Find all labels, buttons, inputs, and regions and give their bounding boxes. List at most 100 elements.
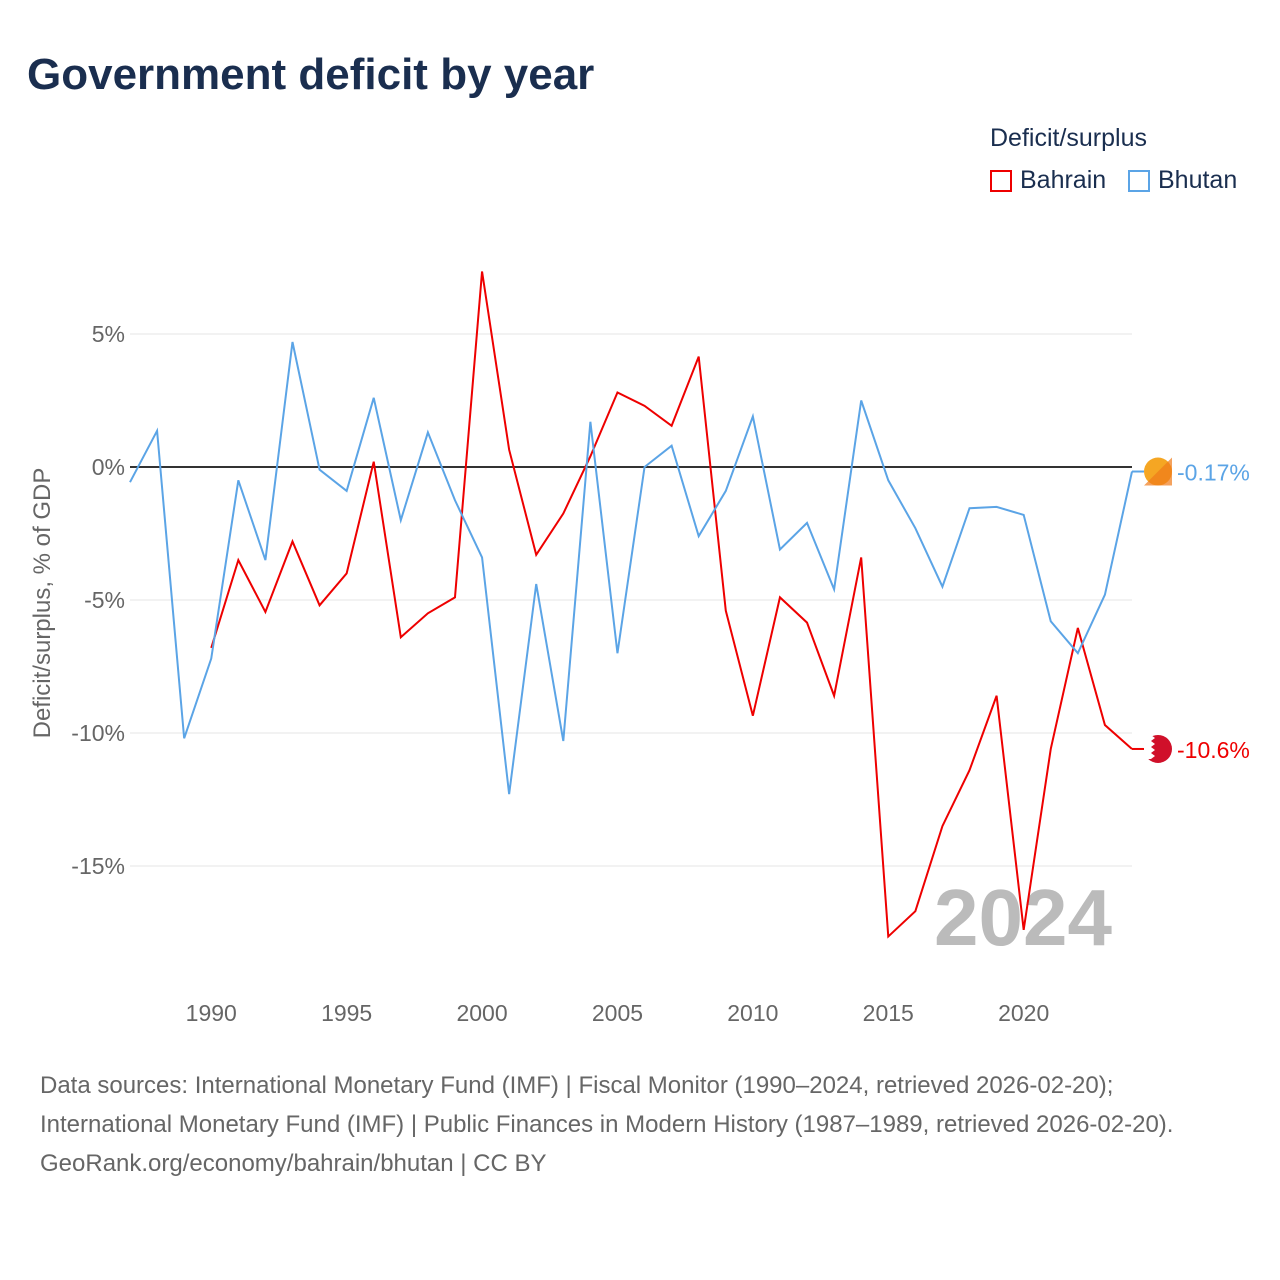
data-point[interactable] xyxy=(804,620,810,626)
y-tick-label: 0% xyxy=(92,454,125,480)
data-point[interactable] xyxy=(885,933,891,939)
data-point[interactable] xyxy=(289,339,295,345)
y-axis-label: Deficit/surplus, % of GDP xyxy=(29,468,56,739)
data-point[interactable] xyxy=(750,413,756,419)
data-point[interactable] xyxy=(1048,746,1054,752)
data-point[interactable] xyxy=(967,767,973,773)
chart-area: 5% 0% -5% -10% -15% 1990 1995 2000 2005 2010 2015 2… xyxy=(29,268,1250,1026)
series-line-bhutan[interactable] xyxy=(129,341,1133,795)
data-point[interactable] xyxy=(587,419,593,425)
flag-stripe xyxy=(1144,734,1155,759)
data-point[interactable] xyxy=(452,497,458,503)
chart-title: Government deficit by year xyxy=(27,50,595,99)
data-point[interactable] xyxy=(506,791,512,797)
data-point[interactable] xyxy=(777,594,783,600)
data-point[interactable] xyxy=(1102,592,1108,598)
data-point[interactable] xyxy=(208,656,214,662)
data-point[interactable] xyxy=(750,713,756,719)
data-point[interactable] xyxy=(696,533,702,539)
data-point[interactable] xyxy=(994,504,1000,510)
y-tick-label: -5% xyxy=(84,587,125,613)
series-line-bahrain[interactable] xyxy=(210,271,1133,939)
data-point[interactable] xyxy=(506,447,512,453)
data-point[interactable] xyxy=(831,586,837,592)
data-point[interactable] xyxy=(858,554,864,560)
legend-label: Bhutan xyxy=(1158,166,1238,194)
data-point[interactable] xyxy=(1075,650,1081,656)
data-point[interactable] xyxy=(912,908,918,914)
data-point[interactable] xyxy=(804,520,810,526)
data-point[interactable] xyxy=(1102,722,1108,728)
data-point[interactable] xyxy=(777,546,783,552)
x-tick-label: 1995 xyxy=(321,1000,372,1026)
x-tick-label: 2015 xyxy=(863,1000,914,1026)
data-point[interactable] xyxy=(939,823,945,829)
data-point[interactable] xyxy=(1048,618,1054,624)
legend-item-bahrain[interactable]: Bahrain xyxy=(990,166,1106,195)
data-point[interactable] xyxy=(912,525,918,531)
legend-title: Deficit/surplus xyxy=(990,124,1147,152)
data-point[interactable] xyxy=(479,554,485,560)
data-point[interactable] xyxy=(723,488,729,494)
data-point[interactable] xyxy=(885,477,891,483)
x-tick-label: 1990 xyxy=(186,1000,237,1026)
data-point[interactable] xyxy=(669,443,675,449)
data-point[interactable] xyxy=(560,511,566,517)
data-point[interactable] xyxy=(939,584,945,590)
data-point[interactable] xyxy=(1021,927,1027,933)
legend-label: Bahrain xyxy=(1020,166,1107,194)
data-point[interactable] xyxy=(398,634,404,640)
x-tick-label: 2005 xyxy=(592,1000,643,1026)
data-point[interactable] xyxy=(479,268,485,274)
data-point[interactable] xyxy=(614,650,620,656)
data-point[interactable] xyxy=(344,570,350,576)
x-tick-label: 2020 xyxy=(998,1000,1049,1026)
data-point[interactable] xyxy=(317,602,323,608)
x-tick-label: 2010 xyxy=(727,1000,778,1026)
end-value-label: -10.6% xyxy=(1177,737,1250,763)
data-point[interactable] xyxy=(425,429,431,435)
data-point[interactable] xyxy=(696,354,702,360)
data-point[interactable] xyxy=(344,488,350,494)
flag-stripe xyxy=(1144,457,1172,486)
data-point[interactable] xyxy=(371,459,377,465)
data-point[interactable] xyxy=(831,693,837,699)
legend-item-bhutan[interactable]: Bhutan xyxy=(1128,166,1237,195)
data-point[interactable] xyxy=(235,477,241,483)
source-notes: Data sources: International Monetary Fun… xyxy=(40,1066,1240,1183)
y-tick-label: 5% xyxy=(92,321,125,347)
current-year-label: 2024 xyxy=(934,873,1112,962)
data-point[interactable] xyxy=(669,423,675,429)
data-point[interactable] xyxy=(533,581,539,587)
y-tick-label: -15% xyxy=(71,853,125,879)
source-link[interactable]: GeoRank.org/economy/bahrain/bhutan | CC … xyxy=(40,1150,547,1177)
data-point[interactable] xyxy=(181,735,187,741)
y-tick-label: -10% xyxy=(71,720,125,746)
source-text: Data sources: International Monetary Fun… xyxy=(40,1072,1174,1138)
data-point[interactable] xyxy=(235,557,241,563)
data-point[interactable] xyxy=(262,557,268,563)
data-point[interactable] xyxy=(317,467,323,473)
legend-swatch-bahrain xyxy=(990,169,1012,192)
data-point[interactable] xyxy=(723,608,729,614)
data-point[interactable] xyxy=(154,428,160,434)
data-point[interactable] xyxy=(967,505,973,511)
data-point[interactable] xyxy=(127,479,133,485)
data-point[interactable] xyxy=(398,517,404,523)
data-point[interactable] xyxy=(425,610,431,616)
data-point[interactable] xyxy=(994,693,1000,699)
data-point[interactable] xyxy=(452,594,458,600)
data-point[interactable] xyxy=(289,538,295,544)
data-point[interactable] xyxy=(858,398,864,404)
legend-swatch-bhutan xyxy=(1128,169,1150,192)
end-value-label: -0.17% xyxy=(1177,460,1250,486)
data-point[interactable] xyxy=(262,609,268,615)
data-point[interactable] xyxy=(560,738,566,744)
data-point[interactable] xyxy=(642,403,648,409)
data-point[interactable] xyxy=(1021,512,1027,518)
data-point[interactable] xyxy=(371,395,377,401)
data-point[interactable] xyxy=(1075,625,1081,631)
data-point[interactable] xyxy=(642,464,648,470)
data-point[interactable] xyxy=(614,390,620,396)
data-point[interactable] xyxy=(533,552,539,558)
